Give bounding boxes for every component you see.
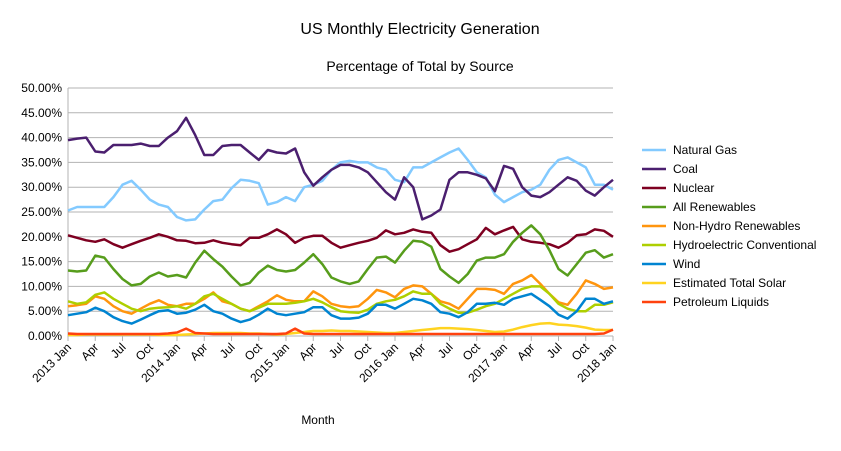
x-axis-label: Month xyxy=(301,413,334,427)
y-tick-label: 0.00% xyxy=(28,329,62,343)
legend-label: Non-Hydro Renewables xyxy=(673,219,800,233)
y-tick-label: 15.00% xyxy=(21,255,62,269)
legend-label: Natural Gas xyxy=(673,143,737,157)
y-tick-label: 10.00% xyxy=(21,279,62,293)
series-line xyxy=(67,225,614,253)
chart-subtitle: Percentage of Total by Source xyxy=(326,58,514,74)
series-line xyxy=(67,292,614,325)
series-line xyxy=(67,273,614,315)
series-line xyxy=(67,224,614,287)
series-line xyxy=(67,147,614,222)
legend-label: Wind xyxy=(673,257,700,271)
y-tick-label: 25.00% xyxy=(21,205,62,219)
series-line xyxy=(67,285,614,314)
legend-label: Nuclear xyxy=(673,181,714,195)
y-tick-label: 50.00% xyxy=(21,81,62,95)
legend-label: All Renewables xyxy=(673,200,756,214)
y-tick-label: 40.00% xyxy=(21,131,62,145)
legend-label: Estimated Total Solar xyxy=(673,276,786,290)
series-line xyxy=(67,116,614,221)
y-tick-label: 30.00% xyxy=(21,180,62,194)
legend-label: Coal xyxy=(673,162,698,176)
y-tick-label: 45.00% xyxy=(21,106,62,120)
chart-title: US Monthly Electricity Generation xyxy=(300,21,539,38)
y-tick-label: 5.00% xyxy=(28,304,62,318)
legend-label: Petroleum Liquids xyxy=(673,295,769,309)
series-line xyxy=(67,327,614,336)
y-tick-label: 35.00% xyxy=(21,155,62,169)
legend-label: Hydroelectric Conventional xyxy=(673,238,816,252)
y-tick-label: 20.00% xyxy=(21,230,62,244)
